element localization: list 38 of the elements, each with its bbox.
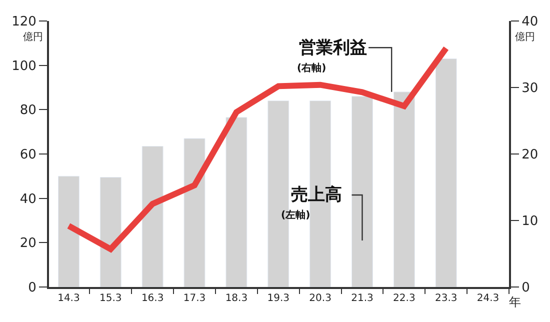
y2-tick-label: 10 [522,214,538,230]
y2-tick-label: 0 [522,280,530,296]
annotation: (左軸) [281,209,310,221]
x-axis-title: 年 [509,295,521,309]
x-tick-label: 24.3 [476,293,500,304]
x-tick-label: 22.3 [393,293,416,304]
bar [142,146,164,287]
y-tick-label: 80 [20,103,36,118]
bar [58,176,80,287]
y2-axis-title: 億円 [515,31,535,43]
y-tick-label: 40 [20,192,36,207]
y-tick-label: 0 [28,280,36,296]
y-tick-label: 100 [12,58,36,74]
x-tick-label: 23.3 [434,293,458,304]
y2-tick-label: 40 [522,14,538,30]
bar [352,96,373,287]
y-axis-title: 億円 [23,31,43,43]
y2-tick-label: 30 [522,81,538,96]
bar [393,92,415,287]
x-tick-label: 14.3 [58,293,80,304]
bar [100,177,122,287]
series-label: 営業利益 [299,38,367,58]
bar [184,138,206,287]
annotation: (右軸) [297,62,326,74]
x-tick-label: 20.3 [309,293,332,304]
x-tick-label: 16.3 [141,293,164,304]
x-tick-label: 17.3 [183,293,206,304]
y-tick-label: 20 [20,236,36,252]
x-tick-label: 19.3 [267,293,290,304]
bar [226,117,248,287]
y-tick-label: 60 [20,148,36,163]
y-tick-label: 120 [12,14,36,30]
x-tick-label: 18.3 [225,293,248,304]
series-label: 売上高 [291,185,342,205]
y2-tick-label: 20 [522,148,538,163]
x-tick-label: 15.3 [100,293,122,304]
bar [435,58,457,287]
x-tick-label: 21.3 [351,293,374,304]
